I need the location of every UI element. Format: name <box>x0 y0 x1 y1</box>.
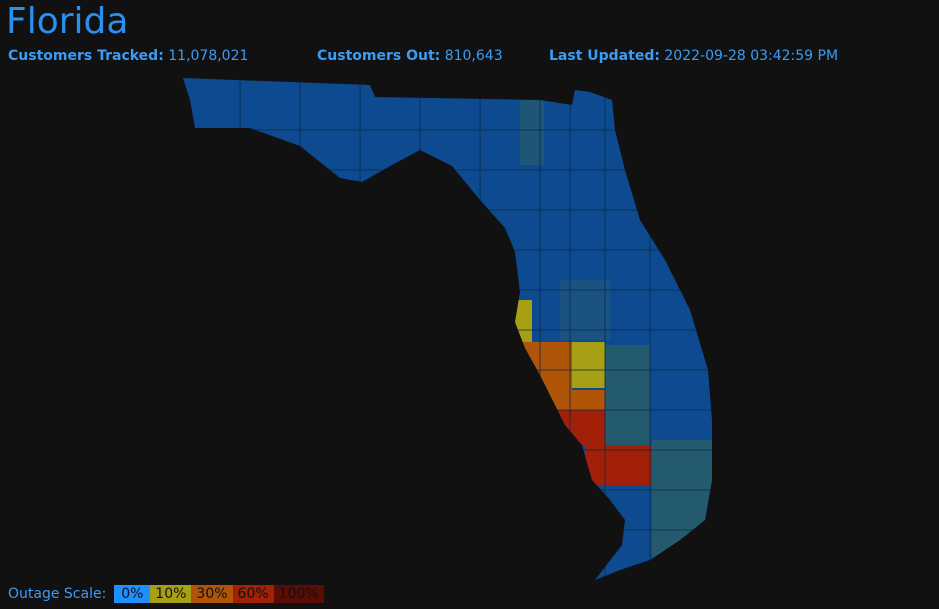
legend-item: 60% <box>232 585 274 603</box>
county-ten <box>572 342 605 388</box>
stat: Customers Tracked: 11,078,021 <box>8 48 248 64</box>
stat-value: 11,078,021 <box>168 48 249 64</box>
county-low <box>605 345 650 445</box>
legend-item: 10% <box>150 585 192 603</box>
county-thirty <box>510 342 572 390</box>
county-low <box>560 280 610 340</box>
county-sixty <box>540 410 605 445</box>
legend: Outage Scale: 0% 10% 30% 60% 100% <box>8 585 324 603</box>
county-thirty <box>540 390 605 410</box>
legend-item: 100% <box>273 585 324 603</box>
stat-value: 810,643 <box>444 48 503 64</box>
counties <box>183 78 712 580</box>
stat-label: Customers Out: <box>317 48 441 64</box>
legend-item: 30% <box>191 585 233 603</box>
county-sixty <box>585 445 653 485</box>
stat: Customers Out: 810,643 <box>317 48 503 64</box>
legend-item: 0% <box>114 585 151 603</box>
stat-label: Last Updated: <box>549 48 660 64</box>
stat-value: 2022-09-28 03:42:59 PM <box>664 48 839 64</box>
legend-label: Outage Scale: <box>8 586 107 602</box>
page-title: Florida <box>6 1 129 42</box>
stat-label: Customers Tracked: <box>8 48 164 64</box>
county-low <box>652 440 712 560</box>
stat: Last Updated: 2022-09-28 03:42:59 PM <box>549 48 838 64</box>
county-ten <box>510 300 532 342</box>
